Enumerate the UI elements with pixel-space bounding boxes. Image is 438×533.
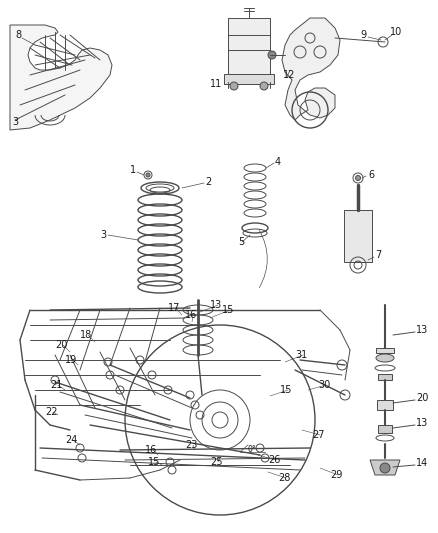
Bar — [377, 400, 393, 410]
Text: 22: 22 — [45, 407, 57, 417]
Text: 27: 27 — [312, 430, 325, 440]
Text: 20: 20 — [416, 393, 428, 403]
Text: 18: 18 — [80, 330, 92, 340]
Ellipse shape — [376, 354, 394, 362]
Text: 28: 28 — [278, 473, 290, 483]
Bar — [378, 425, 392, 433]
Text: 14: 14 — [416, 458, 428, 468]
Text: 1: 1 — [130, 165, 136, 175]
Text: 13: 13 — [416, 325, 428, 335]
Circle shape — [268, 51, 276, 59]
Text: 15: 15 — [222, 305, 234, 315]
Circle shape — [380, 463, 390, 473]
Text: 0°: 0° — [248, 446, 257, 455]
Bar — [344, 210, 372, 262]
Text: 11: 11 — [210, 79, 222, 89]
Text: 7: 7 — [375, 250, 381, 260]
Text: 2: 2 — [205, 177, 211, 187]
Circle shape — [356, 175, 360, 181]
Text: 30: 30 — [318, 380, 330, 390]
Circle shape — [230, 82, 238, 90]
Text: 19: 19 — [65, 355, 77, 365]
Text: 12: 12 — [283, 70, 295, 80]
Text: 24: 24 — [65, 435, 78, 445]
Text: 3: 3 — [100, 230, 106, 240]
Text: 23: 23 — [185, 440, 198, 450]
Text: 16: 16 — [185, 310, 197, 320]
Text: 16: 16 — [145, 445, 157, 455]
Text: 13: 13 — [210, 300, 222, 310]
Text: 4: 4 — [275, 157, 281, 167]
Text: 15: 15 — [148, 457, 160, 467]
Text: 15: 15 — [280, 385, 293, 395]
Text: 31: 31 — [295, 350, 307, 360]
Text: 25: 25 — [210, 457, 223, 467]
Text: 20: 20 — [55, 340, 67, 350]
Text: 21: 21 — [50, 380, 62, 390]
Bar — [228, 18, 270, 76]
Bar — [376, 348, 394, 353]
Text: 17: 17 — [168, 303, 180, 313]
Text: 9: 9 — [360, 30, 366, 40]
Text: 13: 13 — [416, 418, 428, 428]
Polygon shape — [10, 25, 112, 130]
Circle shape — [260, 82, 268, 90]
Bar — [378, 374, 392, 380]
Text: 10: 10 — [390, 27, 402, 37]
Bar — [224, 74, 274, 84]
Text: 3: 3 — [12, 117, 18, 127]
Text: 5: 5 — [238, 237, 244, 247]
Text: 8: 8 — [15, 30, 21, 40]
Polygon shape — [370, 460, 400, 475]
Text: 6: 6 — [368, 170, 374, 180]
Polygon shape — [282, 18, 340, 120]
Circle shape — [146, 173, 150, 177]
Text: 26: 26 — [268, 455, 280, 465]
Text: 29: 29 — [330, 470, 343, 480]
